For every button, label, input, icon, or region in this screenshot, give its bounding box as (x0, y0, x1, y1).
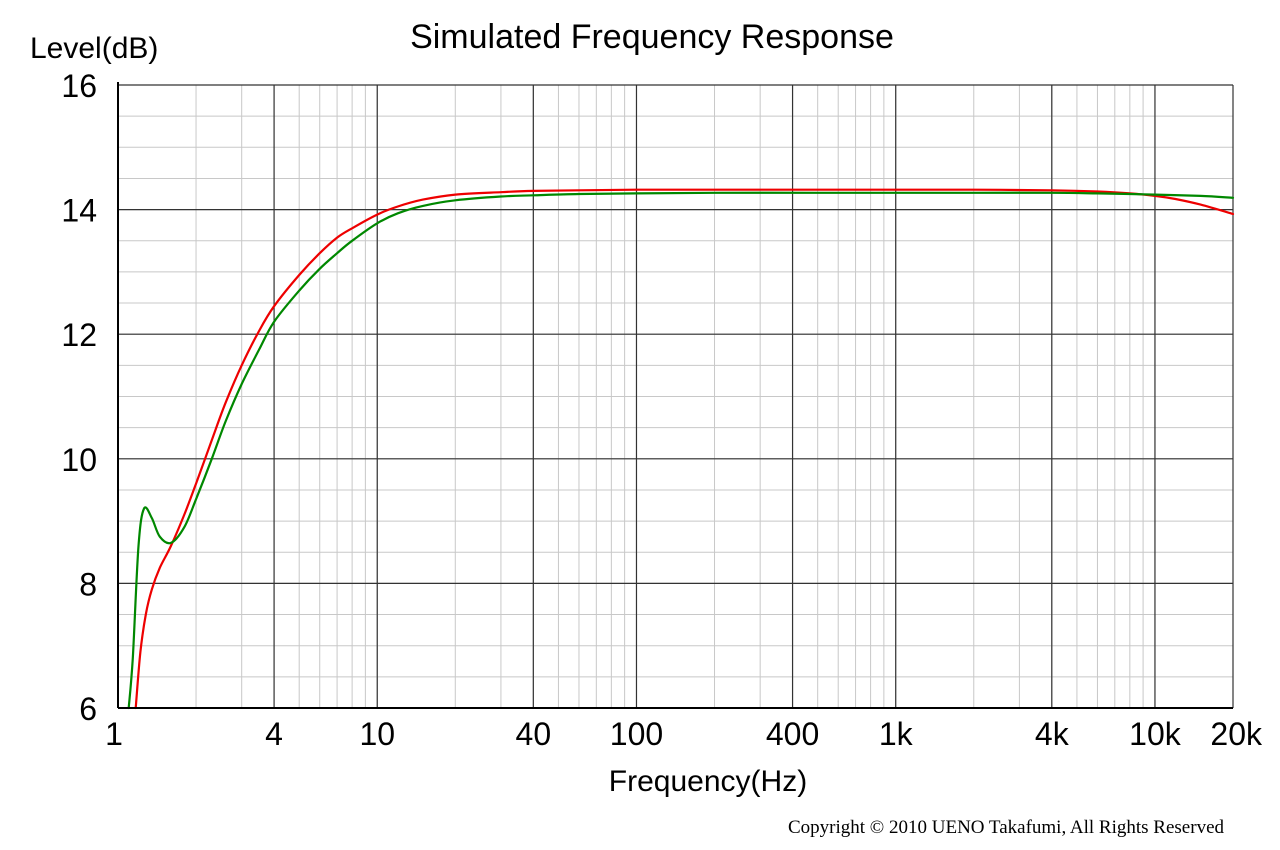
series-line-1 (134, 188, 1235, 710)
chart-title: Simulated Frequency Response (410, 18, 894, 56)
x-tick-label: 4k (1035, 716, 1070, 752)
y-tick-label: 12 (61, 317, 97, 353)
x-tick-label: 10k (1129, 716, 1182, 752)
x-axis-label: Frequency(Hz) (609, 765, 807, 798)
x-tick-label: 400 (766, 716, 819, 752)
series-layer (127, 188, 1235, 710)
x-tick-label: 1k (879, 716, 914, 752)
y-axis-label: Level(dB) (30, 32, 158, 65)
y-tick-label: 16 (61, 68, 97, 104)
y-tick-label: 6 (79, 691, 97, 727)
minor-grid (117, 84, 1234, 709)
y-tick-label: 10 (61, 442, 97, 478)
copyright-notice: Copyright © 2010 UENO Takafumi, All Righ… (788, 817, 1224, 838)
x-tick-label: 40 (516, 716, 552, 752)
series-line-2 (127, 191, 1235, 710)
x-tick-label: 20k (1210, 716, 1263, 752)
y-tick-label: 8 (79, 566, 97, 602)
x-tick-label: 1 (105, 716, 123, 752)
axis-layer (117, 82, 1233, 709)
x-tick-label: 10 (359, 716, 395, 752)
y-tick-label: 14 (61, 193, 97, 229)
x-tick-label: 100 (610, 716, 663, 752)
x-tick-label: 4 (265, 716, 283, 752)
